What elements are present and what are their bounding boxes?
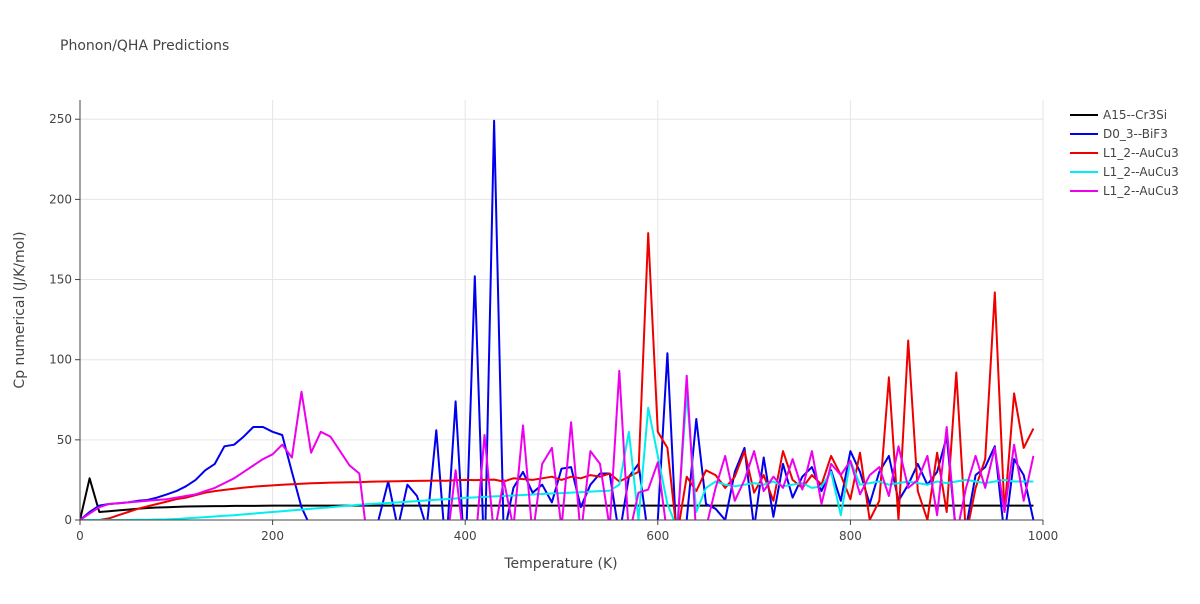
series-line xyxy=(80,369,1035,520)
x-tick-label: 1000 xyxy=(1028,529,1059,543)
series-line xyxy=(80,119,1035,520)
x-axis-title: Temperature (K) xyxy=(503,556,617,572)
legend-label: L1_2--AuCu3 xyxy=(1103,184,1179,198)
x-tick-label: 800 xyxy=(839,529,862,543)
plot-area xyxy=(80,119,1035,520)
series-line xyxy=(80,477,1034,520)
y-axis-title: Cp numerical (J/K/mol) xyxy=(12,231,28,388)
legend: A15--Cr3Si D0_3--BiF3 L1_2--AuCu3 L1_2--AuC… xyxy=(1070,108,1179,198)
y-tick-label: 0 xyxy=(64,513,72,527)
x-tick-label: 200 xyxy=(261,529,284,543)
y-tick-label: 200 xyxy=(49,192,72,206)
series-line xyxy=(80,232,1035,520)
legend-label: L1_2--AuCu3 xyxy=(1103,165,1179,179)
legend-label: D0_3--BiF3 xyxy=(1103,127,1168,141)
y-tick-label: 100 xyxy=(49,353,72,367)
y-tick-label: 50 xyxy=(57,433,72,447)
legend-label: L1_2--AuCu3 xyxy=(1103,146,1179,160)
y-tick-label: 150 xyxy=(49,273,72,287)
x-tick-label: 600 xyxy=(646,529,669,543)
x-tick-label: 0 xyxy=(76,529,84,543)
legend-label: A15--Cr3Si xyxy=(1103,108,1167,122)
x-tick-label: 400 xyxy=(454,529,477,543)
axes: 0 50 100 150 200 250 0 200 400 600 800 1000 xyxy=(49,100,1058,543)
chart-title: Phonon/QHA Predictions xyxy=(60,38,229,54)
y-tick-label: 250 xyxy=(49,112,72,126)
grid xyxy=(79,100,1044,521)
